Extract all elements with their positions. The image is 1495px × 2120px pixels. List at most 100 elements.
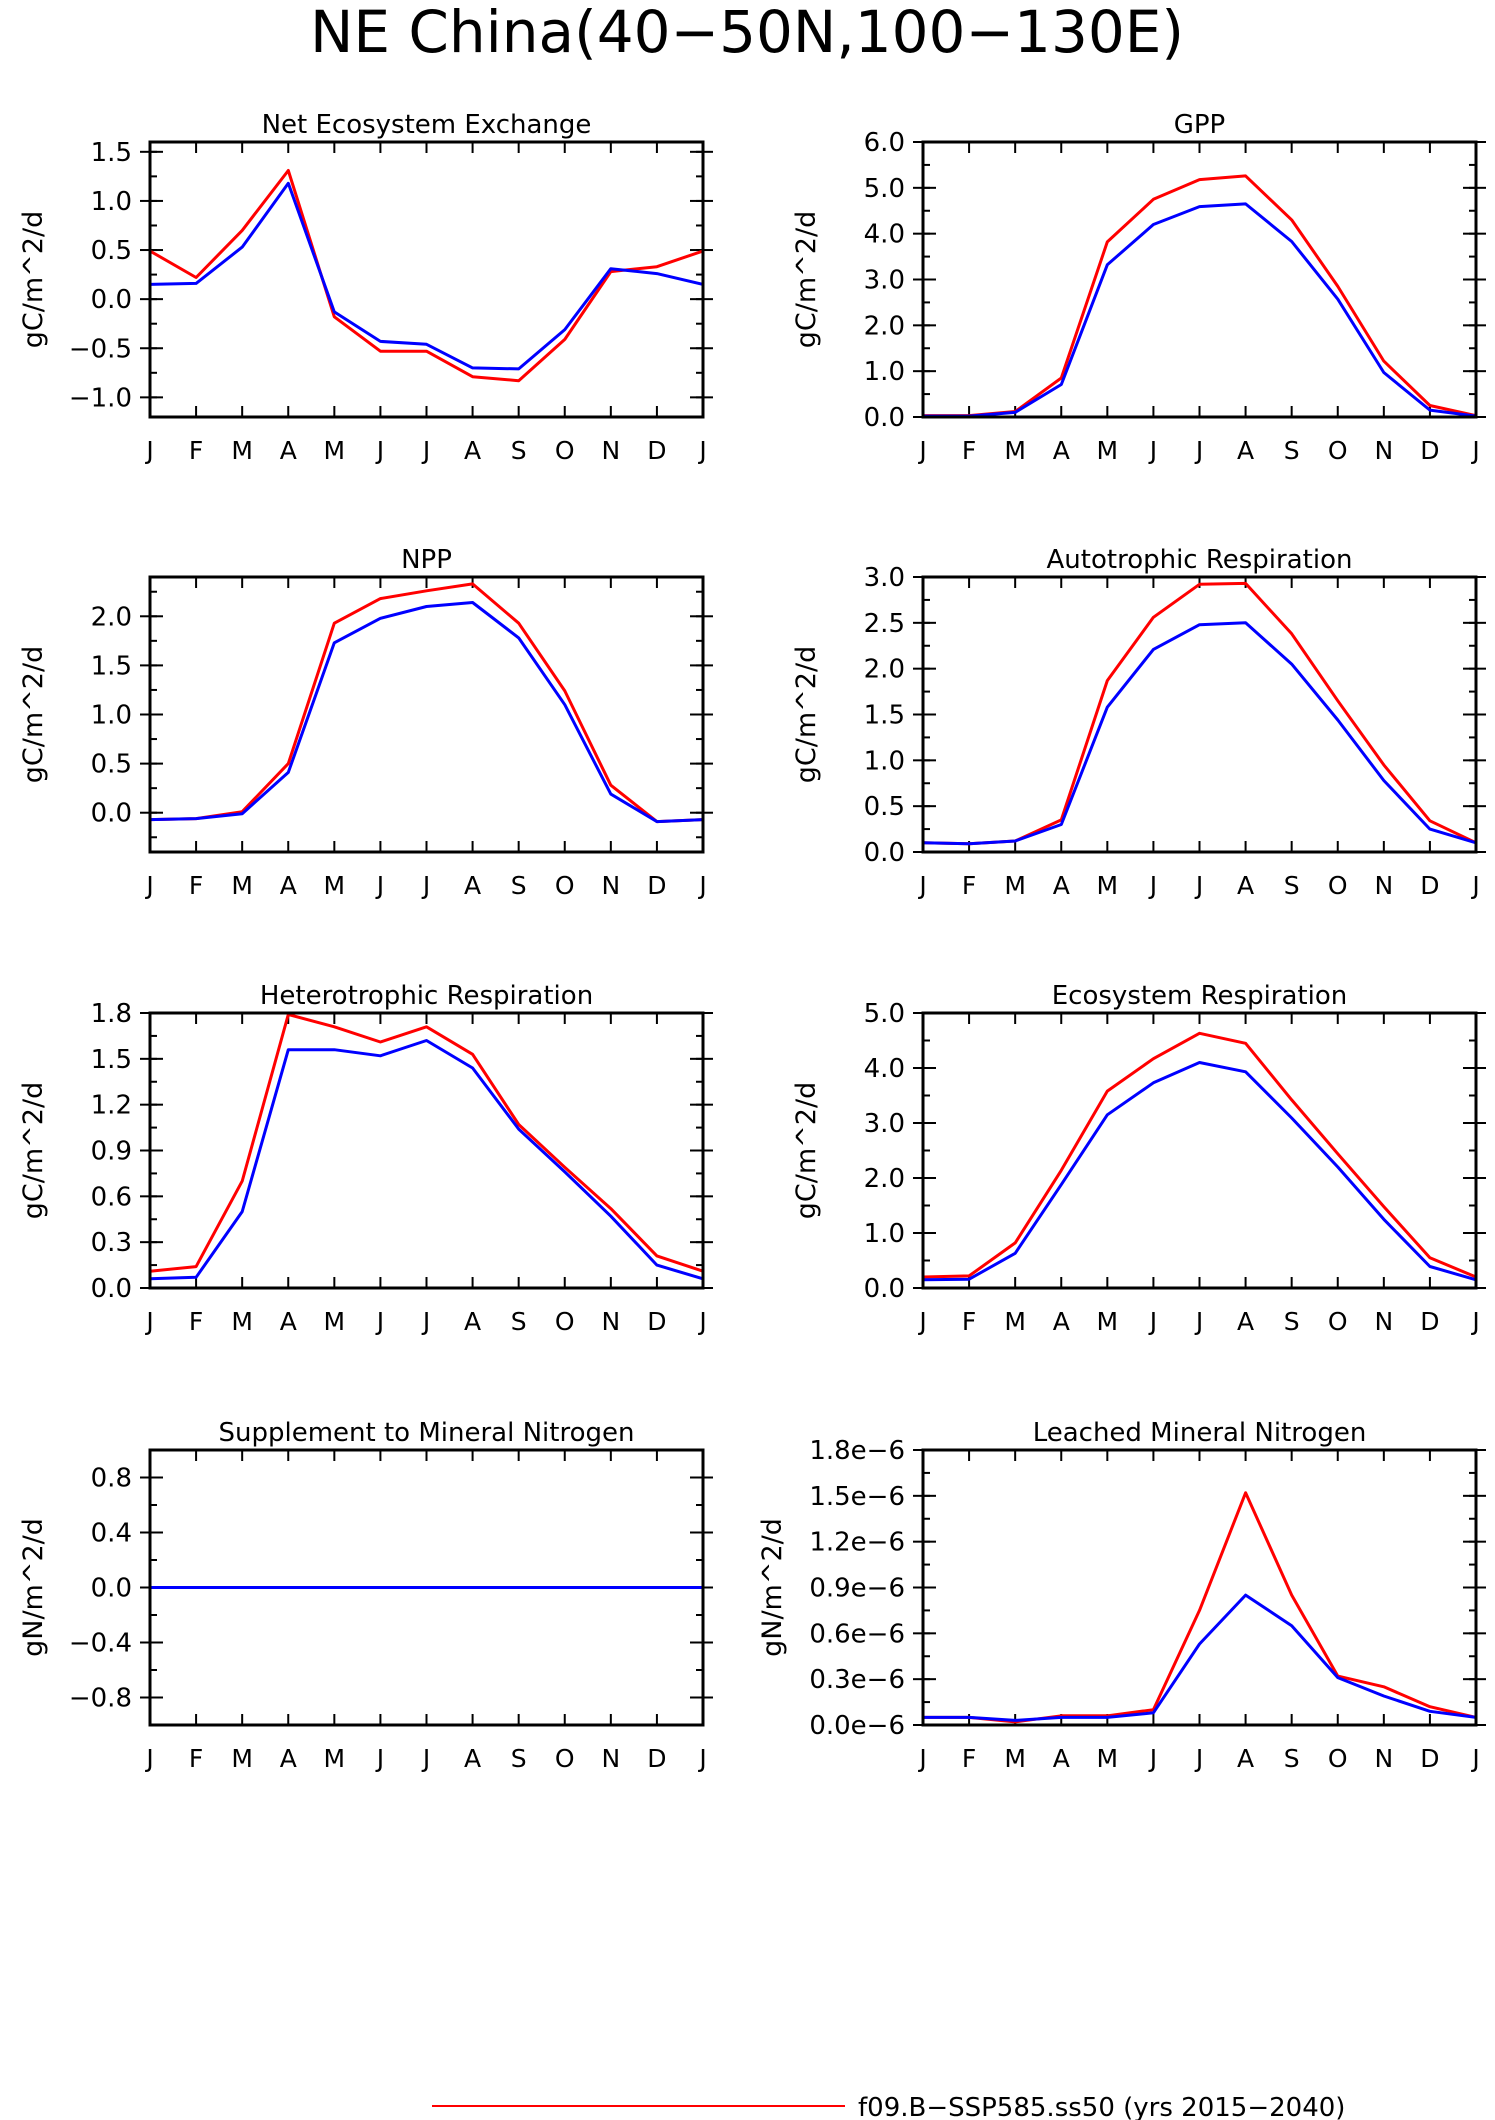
y-tick-label: 0.6e−6 — [809, 1619, 905, 1649]
y-axis-label: gN/m^2/d — [18, 1518, 49, 1657]
x-tick-label: N — [601, 1307, 620, 1336]
x-tick-label: D — [647, 871, 666, 900]
y-tick-label: 1.0 — [864, 746, 905, 776]
series-line-blue — [150, 181, 703, 371]
y-tick-label: 0.6 — [91, 1182, 132, 1212]
x-tick-label: J — [421, 1744, 430, 1773]
x-tick-label: N — [1374, 1744, 1393, 1773]
x-tick-label: J — [1194, 871, 1203, 900]
y-tick-label: 1.8e−6 — [809, 1436, 905, 1466]
y-tick-label: 0.9e−6 — [809, 1574, 905, 1604]
y-tick-label: 0.4 — [91, 1519, 132, 1549]
y-tick-label: 0.8 — [91, 1464, 132, 1494]
y-tick-label: 2.0 — [864, 311, 905, 341]
x-tick-label: S — [511, 1307, 527, 1336]
y-tick-label: 6.0 — [864, 128, 905, 158]
series-line-blue — [923, 621, 1476, 846]
x-tick-label: M — [324, 1307, 346, 1336]
x-tick-label: J — [917, 436, 926, 465]
y-tick-label: 0.9 — [91, 1137, 132, 1167]
chart-title: Leached Mineral Nitrogen — [1033, 1418, 1367, 1448]
y-tick-label: 5.0 — [864, 174, 905, 204]
x-tick-label: D — [647, 436, 666, 465]
plot-frame — [921, 575, 1478, 854]
x-tick-label: M — [324, 1744, 346, 1773]
y-tick-label: 0.0 — [864, 838, 905, 868]
x-tick-label: N — [1374, 871, 1393, 900]
chart-panel-7: Supplement to Mineral Nitrogen gN/m^2/d J F… — [18, 1418, 713, 1773]
y-tick-label: 4.0 — [864, 1054, 905, 1084]
x-tick-label: N — [601, 436, 620, 465]
x-tick-label: A — [1237, 871, 1254, 900]
x-tick-label: F — [189, 871, 203, 900]
x-tick-label: S — [511, 1744, 527, 1773]
y-tick-label: 1.5 — [91, 1045, 132, 1075]
x-tick-label: O — [555, 1307, 575, 1336]
plot-frame — [148, 1448, 705, 1727]
x-tick-label: O — [555, 871, 575, 900]
x-tick-label: F — [962, 871, 976, 900]
x-tick-label: S — [1284, 1307, 1300, 1336]
x-tick-label: A — [1237, 436, 1254, 465]
plot-frame — [921, 1448, 1478, 1727]
x-tick-label: J — [375, 436, 384, 465]
y-tick-label: 1.0 — [91, 701, 132, 731]
x-tick-label: J — [421, 436, 430, 465]
x-tick-label: D — [647, 1307, 666, 1336]
y-tick-label: 2.5 — [864, 609, 905, 639]
x-tick-label: O — [1328, 1744, 1348, 1773]
series-line-red — [150, 582, 703, 824]
plot-frame — [921, 140, 1478, 419]
y-tick-label: 2.0 — [91, 602, 132, 632]
x-tick-label: A — [280, 871, 297, 900]
legend: f09.B−SSP585.ss50 (yrs 2015−2040) — [432, 2093, 1345, 2120]
x-tick-label: A — [1053, 871, 1070, 900]
series-line-red — [150, 169, 703, 383]
y-tick-label: 0.0 — [864, 1274, 905, 1304]
x-tick-label: J — [1470, 1744, 1479, 1773]
y-tick-label: 0.3e−6 — [809, 1665, 905, 1695]
chart-title: GPP — [1174, 110, 1226, 140]
x-tick-label: O — [555, 436, 575, 465]
x-tick-label: J — [1148, 871, 1157, 900]
x-tick-label: A — [280, 436, 297, 465]
x-tick-label: D — [1420, 436, 1439, 465]
chart-title: Ecosystem Respiration — [1052, 981, 1347, 1011]
chart-title: Supplement to Mineral Nitrogen — [219, 1418, 635, 1448]
y-axis-label: gC/m^2/d — [791, 1082, 822, 1219]
y-tick-label: −0.4 — [69, 1629, 132, 1659]
y-tick-label: 1.2e−6 — [809, 1528, 905, 1558]
y-tick-label: 1.5 — [91, 138, 132, 168]
x-tick-label: M — [1004, 436, 1026, 465]
y-tick-label: 2.0 — [864, 655, 905, 685]
y-axis-label: gC/m^2/d — [791, 646, 822, 783]
x-tick-label: J — [697, 1307, 706, 1336]
x-tick-label: M — [231, 436, 253, 465]
series-line-blue — [150, 1039, 703, 1281]
x-tick-label: A — [464, 1307, 481, 1336]
x-tick-label: A — [1053, 1744, 1070, 1773]
series-line-blue — [923, 1593, 1476, 1722]
y-tick-label: 1.5 — [91, 651, 132, 681]
x-tick-label: J — [697, 436, 706, 465]
x-tick-label: J — [917, 1307, 926, 1336]
x-tick-label: J — [375, 871, 384, 900]
y-axis-label: gC/m^2/d — [791, 211, 822, 348]
x-tick-label: M — [231, 1744, 253, 1773]
x-tick-label: D — [1420, 1307, 1439, 1336]
x-tick-label: J — [697, 1744, 706, 1773]
y-tick-label: 3.0 — [864, 266, 905, 296]
x-tick-label: N — [601, 1744, 620, 1773]
y-tick-label: 1.0 — [864, 1219, 905, 1249]
x-tick-label: J — [144, 1307, 153, 1336]
series-line-blue — [923, 202, 1476, 417]
x-tick-label: S — [511, 436, 527, 465]
x-tick-label: M — [1097, 1744, 1119, 1773]
